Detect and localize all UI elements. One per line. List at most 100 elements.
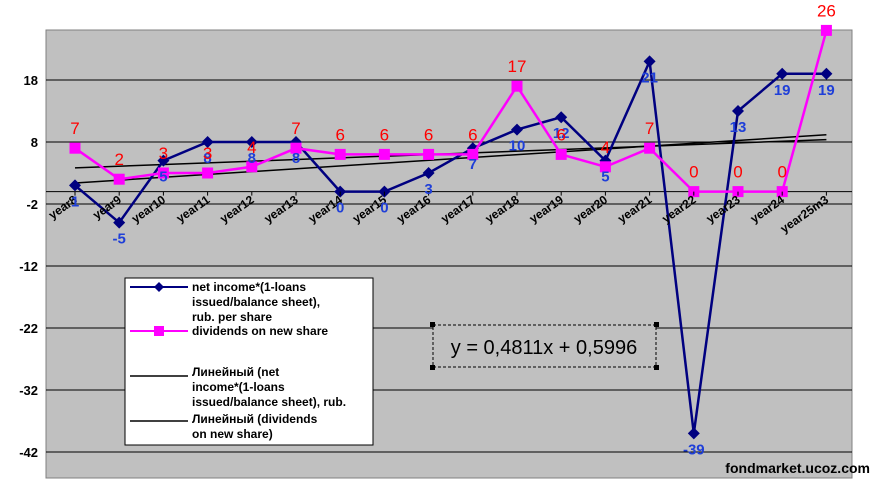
net-income-data-label: -5 bbox=[113, 231, 126, 248]
net-income-point bbox=[113, 216, 126, 229]
dividends-point bbox=[644, 142, 656, 154]
legend-text-trend-net-income-2: income*(1-loans bbox=[192, 380, 285, 394]
series-line-dividends bbox=[74, 30, 828, 193]
y-tick-label: 8 bbox=[31, 135, 38, 150]
net-income-point bbox=[643, 55, 656, 68]
dividends-data-label: 6 bbox=[335, 125, 344, 144]
net-income-data-label: 8 bbox=[203, 150, 211, 167]
dividends-point bbox=[157, 167, 169, 179]
dividends-point bbox=[423, 148, 435, 160]
legend: net income*(1-loans issued/balance sheet… bbox=[124, 277, 374, 446]
legend-box bbox=[124, 277, 374, 446]
dividends-point bbox=[113, 173, 125, 185]
legend-marker-net-income bbox=[154, 282, 164, 292]
net-income-point bbox=[555, 111, 568, 124]
legend-text-trend-dividends-1: Линейный (dividends bbox=[192, 412, 318, 426]
legend-text-dividends: dividends on new share bbox=[192, 324, 328, 338]
net-income-point bbox=[820, 67, 833, 80]
dividends-data-label: 0 bbox=[777, 163, 786, 182]
dividends-point bbox=[202, 167, 214, 179]
net-income-point bbox=[69, 179, 81, 192]
net-income-data-label: -39 bbox=[683, 441, 705, 458]
dividends-data-label: 0 bbox=[733, 163, 742, 182]
equation-handle[interactable] bbox=[430, 322, 435, 327]
y-tick-label: -12 bbox=[19, 259, 38, 274]
equation-handle[interactable] bbox=[654, 322, 659, 327]
y-axis-ticks: 18 8 -2 -12 -22 -32 -42 bbox=[19, 73, 38, 460]
net-income-point bbox=[157, 154, 170, 167]
dividends-point bbox=[69, 142, 81, 154]
equation-handle[interactable] bbox=[654, 365, 659, 370]
net-income-point bbox=[422, 167, 435, 179]
net-income-data-label: 3 bbox=[424, 181, 432, 198]
data-labels: 1 -5 5 8 8 8 0 0 3 7 10 12 5 21 -39 13 19 19 7 2 3 3 4 7 6 6 6 6 17 6… bbox=[70, 1, 836, 458]
legend-text-trend-dividends-2: on new share) bbox=[192, 427, 273, 441]
legend-text-net-income-2: issued/balance sheet), bbox=[192, 295, 320, 309]
dividends-point bbox=[820, 24, 832, 36]
net-income-data-label: 8 bbox=[248, 150, 256, 167]
dividends-data-label: 7 bbox=[645, 119, 654, 138]
net-income-point bbox=[687, 427, 700, 440]
dividends-data-label: 6 bbox=[556, 125, 565, 144]
dividends-point bbox=[599, 161, 611, 173]
net-income-data-label: 8 bbox=[292, 150, 300, 167]
y-tick-label: -2 bbox=[26, 197, 38, 212]
net-income-data-label: 5 bbox=[159, 169, 167, 186]
net-income-data-label: 19 bbox=[774, 82, 791, 99]
y-tick-label: -32 bbox=[19, 383, 38, 398]
legend-text-net-income-1: net income*(1-loans bbox=[192, 280, 306, 294]
net-income-data-label: 0 bbox=[336, 200, 344, 217]
dividends-data-label: 3 bbox=[159, 144, 168, 163]
dividends-point bbox=[511, 80, 523, 92]
dividends-point bbox=[555, 148, 567, 160]
legend-text-net-income: net income*(1-loans bbox=[192, 280, 306, 294]
net-income-point bbox=[776, 67, 789, 80]
dividends-point bbox=[334, 148, 346, 160]
legend-text-net-income-3: rub. per share bbox=[192, 310, 272, 324]
dividends-data-label: 4 bbox=[247, 138, 256, 157]
dividends-data-label: 2 bbox=[114, 150, 123, 169]
net-income-point bbox=[511, 123, 523, 136]
net-income-data-label: 1 bbox=[71, 193, 79, 210]
net-income-point bbox=[201, 136, 214, 148]
equation-handle[interactable] bbox=[430, 365, 435, 370]
trendline-0 bbox=[74, 134, 827, 184]
equation-text: y = 0,4811x + 0,5996 bbox=[451, 337, 637, 359]
dividends-data-label: 0 bbox=[689, 163, 698, 182]
net-income-point bbox=[245, 136, 258, 148]
dividends-data-label: 7 bbox=[70, 119, 79, 138]
net-income-data-label: 19 bbox=[818, 82, 835, 99]
net-income-point bbox=[732, 105, 744, 117]
equation-box bbox=[432, 324, 657, 368]
legend-marker-dividends bbox=[154, 326, 164, 336]
dividends-data-label: 3 bbox=[203, 144, 212, 163]
dividends-data-label: 6 bbox=[468, 125, 477, 144]
net-income-data-label: 13 bbox=[730, 119, 747, 136]
net-income-data-label: 7 bbox=[469, 156, 477, 173]
net-income-data-label: 5 bbox=[601, 169, 609, 186]
dividends-point bbox=[378, 148, 390, 160]
dividends-point bbox=[467, 148, 479, 160]
dividends-point bbox=[290, 142, 302, 154]
dividends-data-label: 7 bbox=[291, 119, 300, 138]
legend-text-trend-net-income-1: Линейный (net bbox=[192, 365, 279, 379]
net-income-data-label: 0 bbox=[380, 200, 388, 217]
dividends-data-label: 17 bbox=[508, 57, 527, 76]
dividends-point bbox=[246, 161, 258, 173]
net-income-data-label: 10 bbox=[509, 138, 526, 155]
dividends-data-label: 6 bbox=[380, 125, 389, 144]
dividends-data-label: 6 bbox=[424, 125, 433, 144]
series-line-net-income bbox=[74, 56, 827, 434]
dividends-data-label: 4 bbox=[601, 138, 610, 157]
net-income-data-label: 12 bbox=[553, 125, 570, 142]
legend-text-trend-net-income-3: issued/balance sheet), rub. bbox=[192, 395, 346, 409]
equation-annotation[interactable]: y = 0,4811x + 0,5996 bbox=[430, 322, 659, 370]
series-layer bbox=[69, 24, 833, 440]
y-tick-label: 18 bbox=[24, 73, 38, 88]
y-tick-label: -42 bbox=[19, 445, 38, 460]
y-tick-label: -22 bbox=[19, 321, 38, 336]
watermark: fondmarket.ucoz.com bbox=[725, 460, 870, 476]
dividends-data-label: 26 bbox=[817, 1, 836, 20]
net-income-data-label: 21 bbox=[641, 69, 658, 86]
